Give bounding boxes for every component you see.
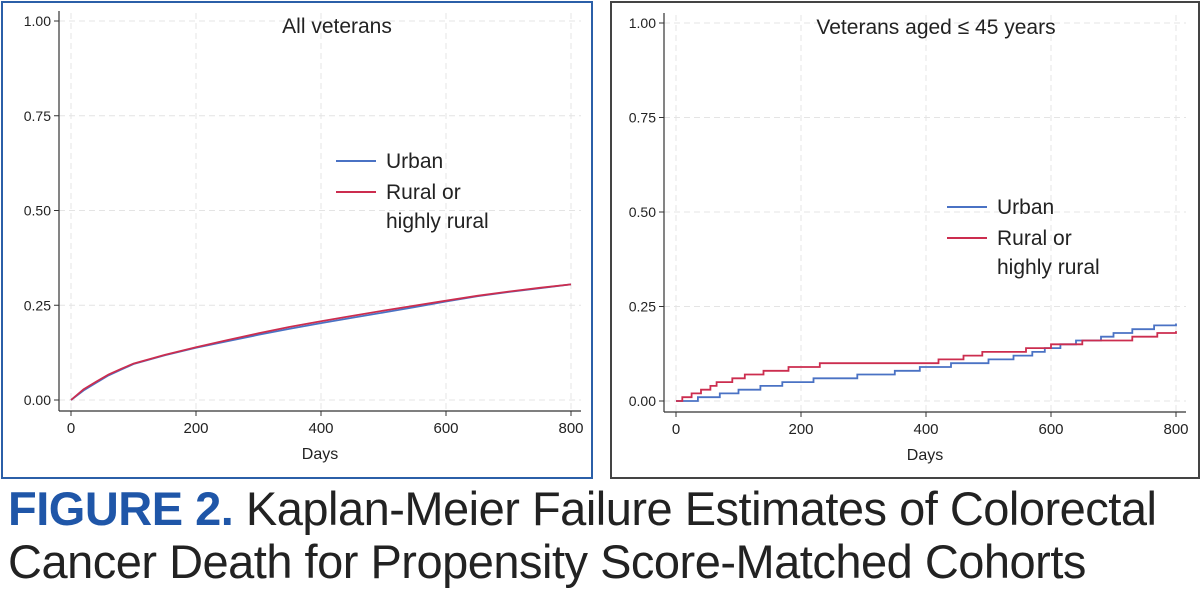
y-tick-label: 0.50 (24, 203, 51, 219)
figure-label: FIGURE 2. (8, 482, 234, 535)
x-tick-label: 400 (308, 420, 333, 437)
legend: Urban Rural or highly rural (947, 196, 1100, 279)
legend-label-rural: Rural or highly rural (386, 181, 489, 233)
x-tick-label: 0 (67, 420, 75, 437)
chart-panel-veterans-45: 0.00 0.25 0.50 0.75 1.00 0 200 400 600 800 Days Vet… (610, 1, 1200, 479)
x-tick-label: 800 (1163, 421, 1188, 438)
y-tick-label: 0.75 (629, 110, 656, 126)
legend: Urban Rural or highly rural (336, 150, 489, 233)
series-line-rural (70, 283, 572, 401)
legend-label-urban: Urban (386, 150, 443, 173)
chart-title: All veterans (282, 15, 392, 38)
caption-line-2: Cancer Death for Propensity Score-Matche… (8, 535, 1086, 588)
y-tick-label: 0.50 (629, 204, 656, 220)
x-axis-label: Days (907, 447, 943, 464)
chart-veterans-45: 0.00 0.25 0.50 0.75 1.00 0 200 400 600 800 Days Vet… (629, 13, 1189, 464)
x-tick-label: 400 (913, 421, 938, 438)
chart-panel-all-veterans: 0.00 0.25 0.50 0.75 1.00 0 200 400 600 800 Days All… (1, 1, 593, 479)
y-tick-label: 0.75 (24, 108, 51, 124)
y-tick-label: 1.00 (24, 13, 51, 29)
chart-all-veterans: 0.00 0.25 0.50 0.75 1.00 0 200 400 600 800 Days All… (24, 11, 584, 463)
x-tick-label: 0 (672, 421, 680, 438)
y-tick-label: 0.00 (24, 392, 51, 408)
figure-caption: FIGURE 2. Kaplan-Meier Failure Estimates… (8, 482, 1198, 588)
caption-line-1: Kaplan-Meier Failure Estimates of Colore… (245, 482, 1157, 535)
y-tick-label: 0.00 (629, 393, 656, 409)
series-line-urban (676, 323, 1177, 402)
x-tick-label: 600 (433, 420, 458, 437)
legend-label-rural: Rural or highly rural (997, 227, 1100, 279)
x-axis-label: Days (302, 446, 338, 463)
chart-title: Veterans aged ≤ 45 years (816, 16, 1055, 39)
y-tick-label: 0.25 (24, 297, 51, 313)
legend-label-urban: Urban (997, 196, 1054, 219)
series-line-rural (676, 331, 1177, 402)
x-tick-label: 200 (183, 420, 208, 437)
y-tick-label: 1.00 (629, 15, 656, 31)
series-line-urban (70, 283, 572, 401)
y-tick-label: 0.25 (629, 299, 656, 315)
x-tick-label: 800 (558, 420, 583, 437)
x-tick-label: 200 (788, 421, 813, 438)
x-tick-label: 600 (1038, 421, 1063, 438)
